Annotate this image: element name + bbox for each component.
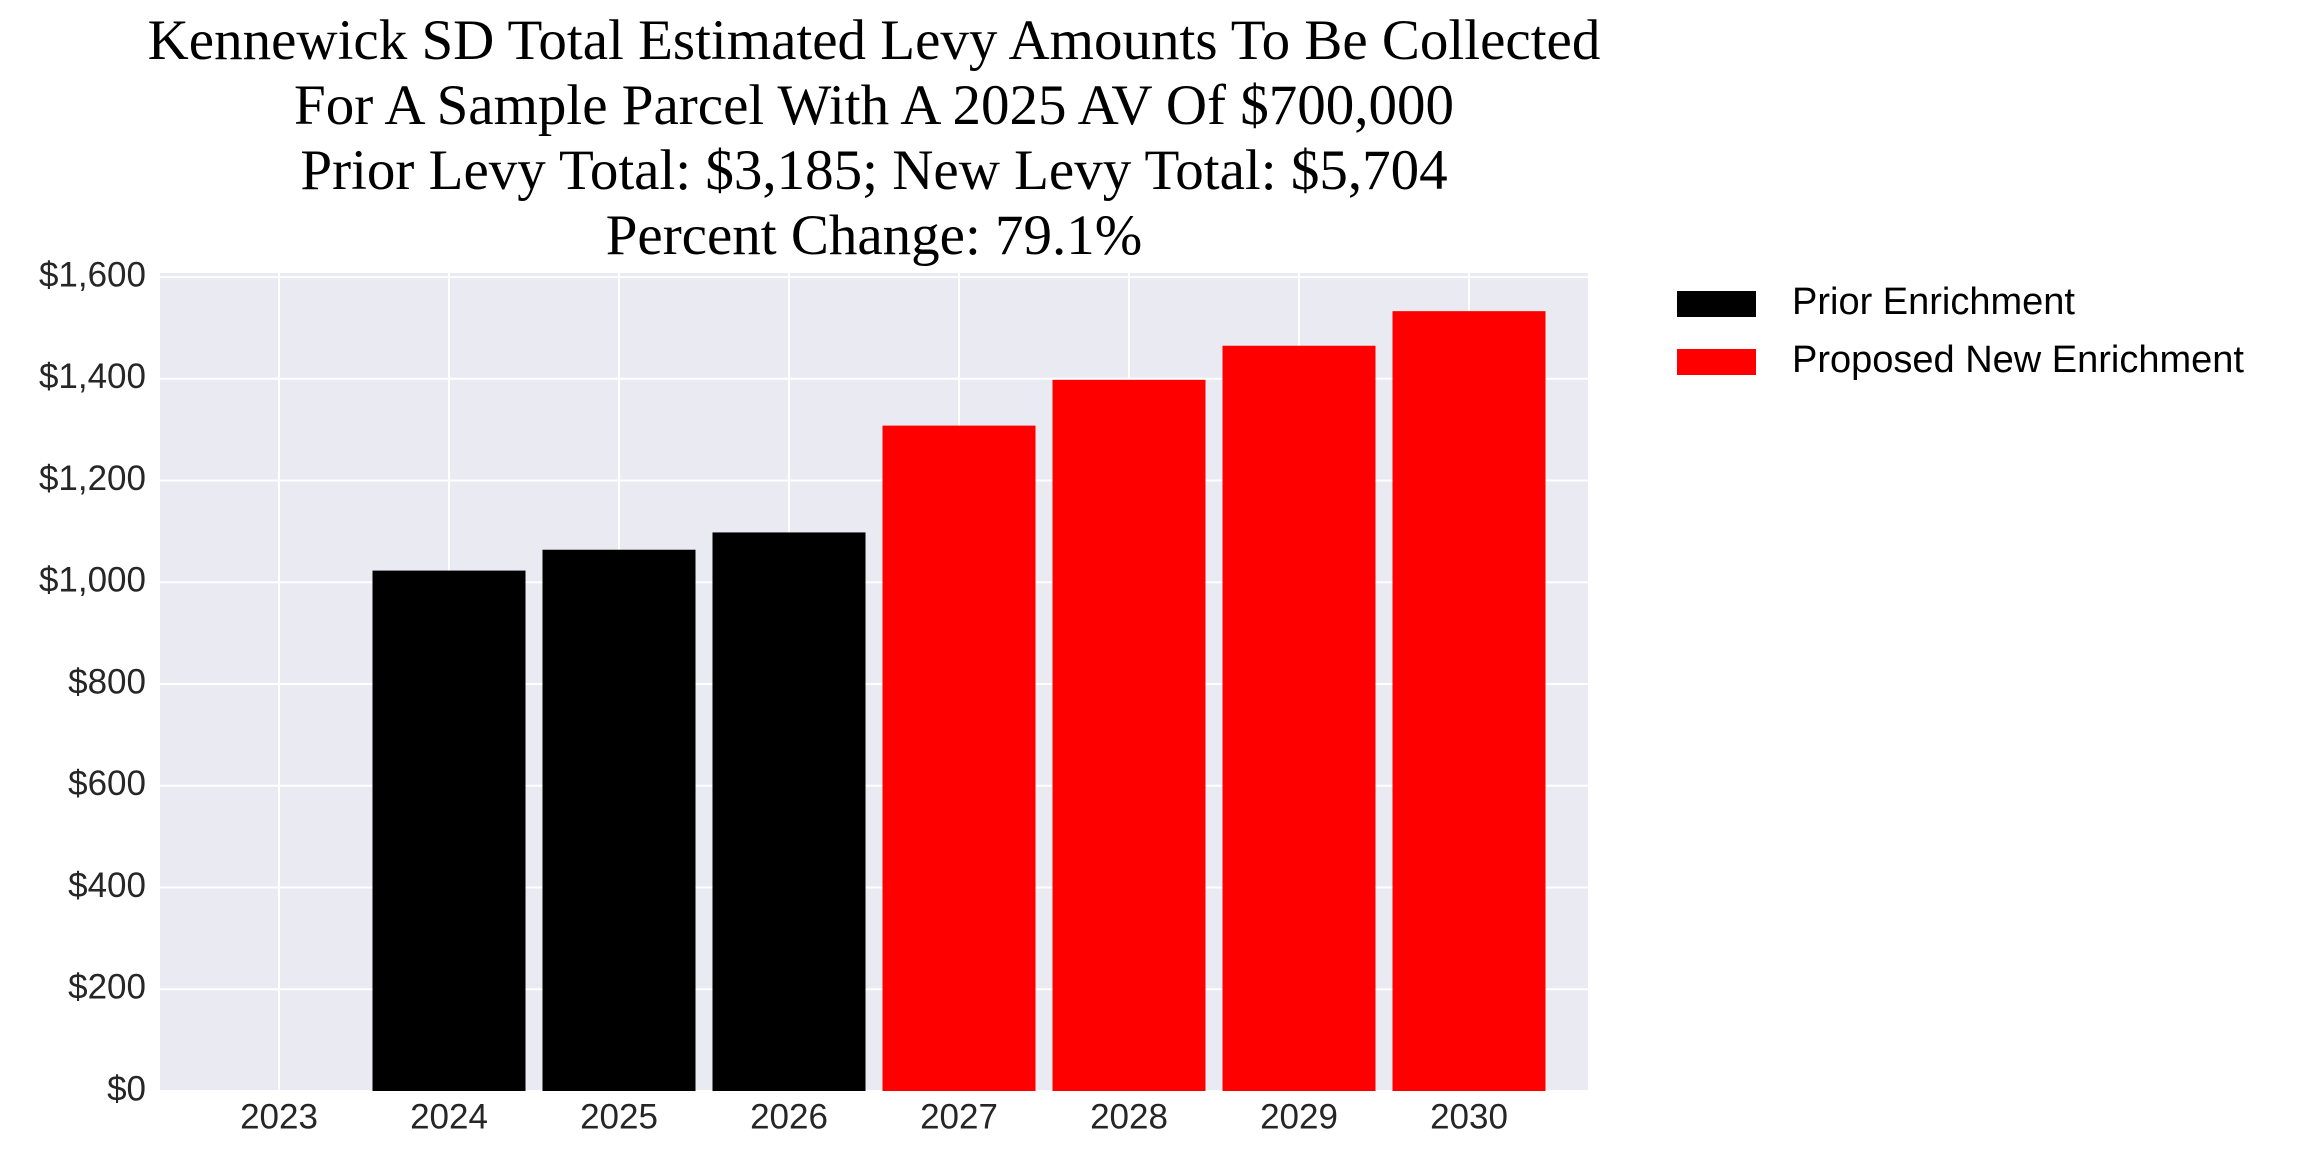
- bar: [712, 532, 866, 1091]
- chart-title: Prior Levy Total: $3,185; New Levy Total…: [300, 139, 1447, 202]
- bar: [542, 549, 696, 1091]
- bar: [1222, 345, 1376, 1092]
- chart-title: Percent Change: 79.1%: [606, 204, 1143, 267]
- x-tick-label: 2024: [410, 1097, 488, 1136]
- y-tick-label: $600: [68, 764, 146, 803]
- legend-label: Proposed New Enrichment: [1792, 339, 2244, 381]
- y-tick-label: $400: [68, 866, 146, 905]
- chart-title: Kennewick SD Total Estimated Levy Amount…: [148, 9, 1601, 72]
- x-tick-label: 2025: [580, 1097, 658, 1136]
- x-tick-label: 2027: [920, 1097, 998, 1136]
- x-tick-label: 2026: [750, 1097, 828, 1136]
- legend-swatch: [1677, 349, 1756, 375]
- y-tick-label: $0: [107, 1069, 146, 1108]
- bar: [1392, 311, 1546, 1092]
- bar: [372, 570, 526, 1091]
- y-tick-label: $1,000: [39, 561, 146, 600]
- x-tick-label: 2023: [240, 1097, 318, 1136]
- bar: [882, 425, 1036, 1091]
- y-tick-label: $800: [68, 662, 146, 701]
- x-tick-label: 2028: [1090, 1097, 1168, 1136]
- y-tick-label: $1,400: [39, 357, 146, 396]
- x-tick-label: 2029: [1260, 1097, 1338, 1136]
- y-tick-label: $200: [68, 968, 146, 1007]
- legend-swatch: [1677, 291, 1756, 317]
- bar: [1052, 379, 1206, 1091]
- x-tick-label: 2030: [1430, 1097, 1508, 1136]
- y-tick-label: $1,600: [39, 255, 146, 294]
- chart-title: For A Sample Parcel With A 2025 AV Of $7…: [294, 74, 1454, 137]
- y-tick-label: $1,200: [39, 459, 146, 498]
- legend-label: Prior Enrichment: [1792, 281, 2075, 323]
